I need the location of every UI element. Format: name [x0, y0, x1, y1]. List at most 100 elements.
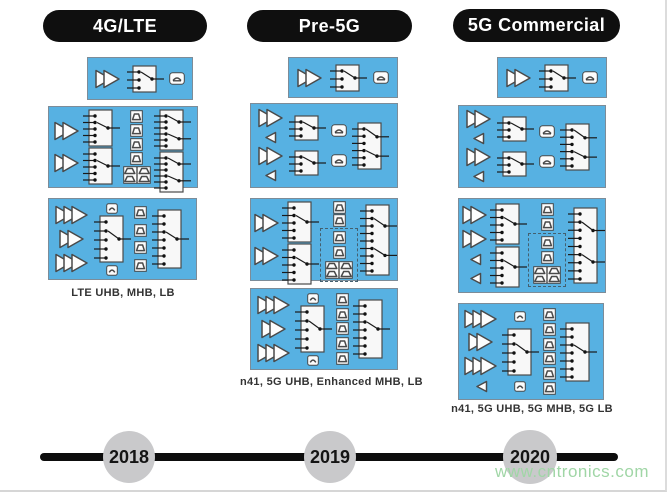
amplifier-icon — [506, 68, 532, 88]
component-column — [53, 109, 80, 185]
small-filter-icon — [105, 202, 118, 214]
amplifier-icon — [468, 332, 494, 352]
module-panel-5g-commercial-4 — [458, 303, 604, 400]
amplifier-icon — [465, 109, 492, 129]
antenna-filter-icon — [582, 71, 598, 84]
module-panel-pre-5g-3 — [250, 198, 398, 285]
switch-icon — [351, 299, 391, 359]
component-column — [500, 306, 540, 397]
dashed-module-group — [320, 228, 358, 282]
amplifier-icon — [464, 309, 498, 329]
amplifier-icon — [462, 229, 488, 249]
amplifier-icon — [297, 68, 323, 88]
module-panel-pre-5g-1 — [288, 57, 398, 98]
component-column — [506, 60, 532, 95]
filter-icon — [134, 223, 148, 237]
rx-amplifier-icon — [471, 169, 486, 184]
switch-icon — [150, 209, 190, 269]
filter-icon — [542, 322, 556, 336]
switch-icon — [81, 109, 121, 147]
component-column — [122, 109, 151, 185]
module-panel-5g-commercial-1 — [497, 57, 607, 98]
amplifier-icon — [257, 108, 284, 128]
component-column — [335, 291, 349, 367]
antenna-filter-icon — [330, 123, 347, 137]
component-column — [152, 109, 192, 193]
switch-icon — [280, 243, 320, 285]
amplifier-icon — [256, 343, 291, 363]
filter-icon — [542, 308, 556, 321]
small-filter-icon — [105, 264, 118, 276]
component-column — [134, 201, 148, 277]
switch-icon — [495, 151, 535, 177]
filter-icon — [335, 322, 349, 336]
rx-amplifier-icon — [263, 168, 278, 183]
switch-icon — [152, 151, 192, 193]
antenna-filter-icon — [330, 154, 347, 168]
component-column — [330, 106, 347, 185]
switch-icon — [92, 215, 132, 263]
switch-icon — [81, 147, 121, 185]
stage-pill-pre-5g: Pre-5G — [247, 10, 412, 42]
year-badge-2018: 2018 — [103, 431, 155, 483]
component-column — [582, 60, 598, 95]
module-panel-4g-lte-2 — [48, 106, 198, 193]
module-panel-4g-lte-3 — [48, 198, 197, 280]
component-column — [495, 108, 535, 185]
small-filter-icon — [307, 292, 319, 304]
component-column — [528, 201, 566, 290]
switch-icon — [287, 115, 327, 141]
switch-icon — [358, 203, 398, 276]
switch-icon — [500, 327, 540, 376]
antenna-filter-icon — [169, 72, 185, 85]
band-caption-5g-commercial: n41, 5G UHB, 5G MHB, 5G LB — [451, 403, 613, 415]
multiplexer-icon — [533, 266, 561, 285]
switch-icon — [293, 305, 333, 353]
filter-icon — [130, 138, 144, 151]
filter-icon — [130, 152, 144, 165]
component-column — [55, 201, 89, 277]
filter-icon — [332, 214, 346, 227]
filter-icon — [130, 124, 144, 137]
filter-icon — [134, 259, 148, 272]
component-column — [464, 306, 498, 397]
antenna-filter-icon — [538, 155, 555, 168]
component-column — [358, 201, 398, 278]
switch-icon — [537, 63, 577, 92]
band-caption-4g-lte: LTE UHB, MHB, LB — [71, 287, 175, 299]
component-column — [95, 60, 121, 97]
filter-icon — [134, 241, 148, 255]
filter-icon — [540, 217, 554, 231]
amplifier-icon — [465, 147, 492, 167]
component-column — [558, 306, 598, 397]
amplifier-icon — [257, 146, 284, 166]
component-column — [328, 60, 368, 95]
band-caption-pre-5g: n41, 5G UHB, Enhanced MHB, LB — [240, 376, 423, 388]
switch-icon — [558, 321, 598, 382]
switch-icon — [152, 109, 192, 151]
amplifier-icon — [256, 295, 291, 315]
component-column — [256, 291, 291, 367]
filter-icon — [130, 110, 144, 123]
filter-icon — [542, 382, 556, 395]
switch-icon — [495, 116, 535, 142]
component-column — [558, 108, 598, 185]
rx-amplifier-icon — [471, 131, 486, 146]
component-column — [538, 108, 555, 185]
filter-icon — [335, 337, 349, 351]
filter-icon — [134, 205, 148, 219]
amplifier-icon — [462, 205, 488, 225]
amplifier-icon — [55, 253, 89, 273]
module-panel-pre-5g-2 — [250, 103, 398, 188]
switch-icon — [566, 207, 606, 284]
year-badge-2020: 2020 — [503, 430, 557, 484]
filter-icon — [332, 246, 346, 259]
component-column — [462, 201, 488, 290]
component-column — [81, 109, 121, 185]
dashed-module-group — [528, 233, 566, 288]
rx-amplifier-icon — [468, 252, 483, 267]
component-column — [566, 201, 606, 290]
component-column — [257, 106, 284, 185]
filter-icon — [335, 293, 349, 306]
